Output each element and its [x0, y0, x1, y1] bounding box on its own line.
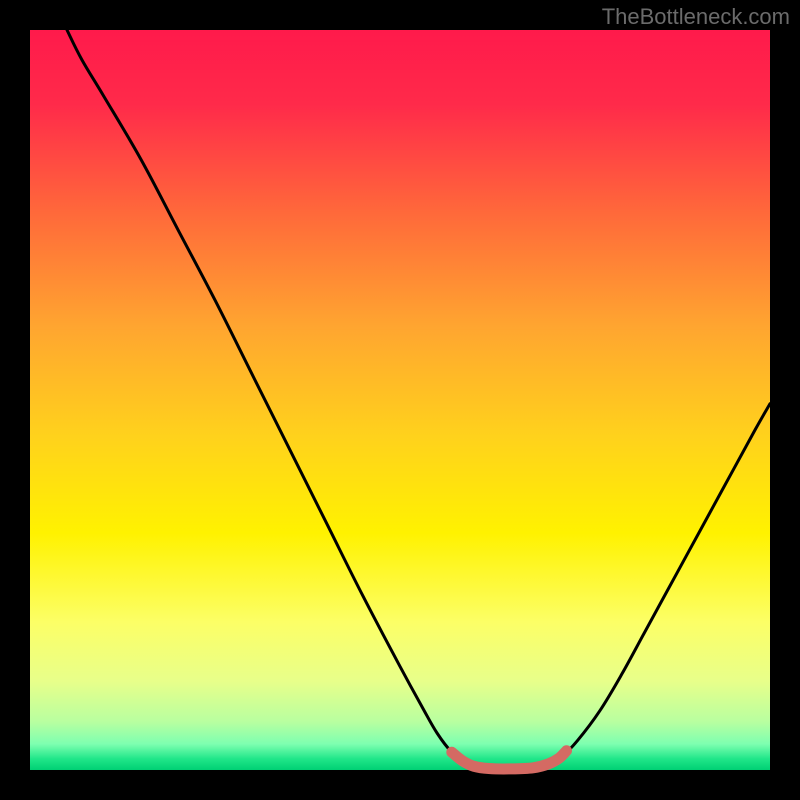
chart-background [30, 30, 770, 770]
chart-svg [0, 0, 800, 800]
bottleneck-chart: TheBottleneck.com [0, 0, 800, 800]
